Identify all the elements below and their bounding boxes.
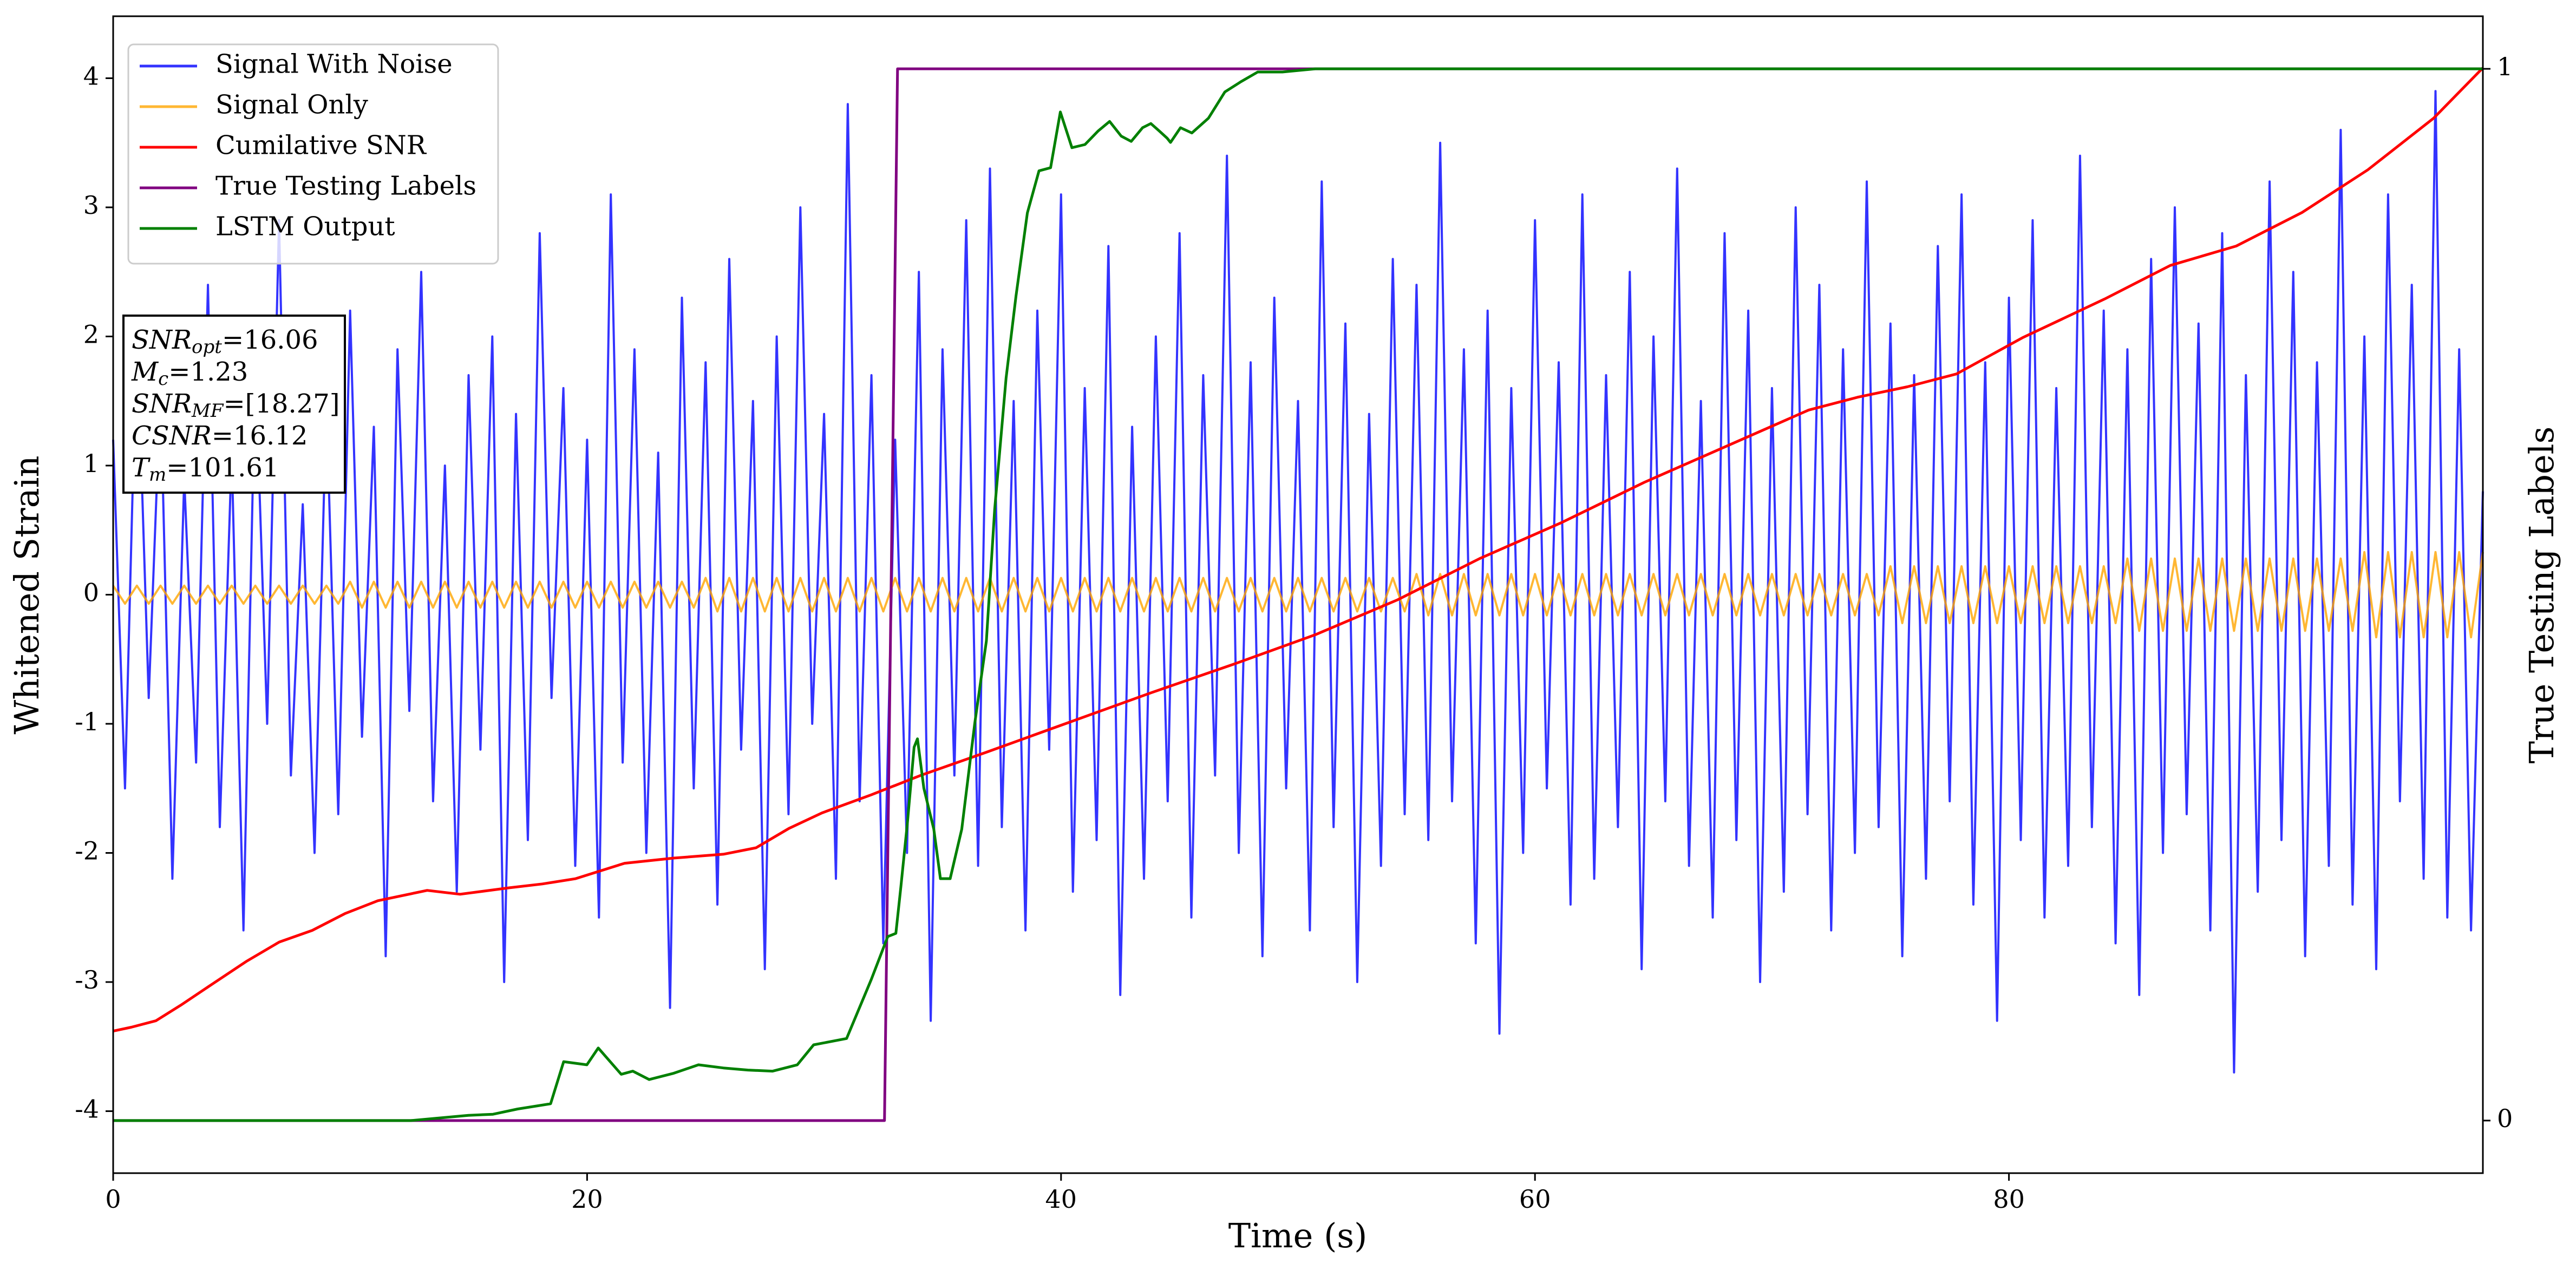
- legend-label: LSTM Output: [215, 212, 395, 242]
- annotation-box: SNRopt=16.06Mc=1.23SNRMF=[18.27]CSNR=16.…: [122, 315, 346, 494]
- annotation-line: CSNR=16.12: [132, 421, 308, 451]
- y-tick-label: 4: [83, 61, 99, 90]
- legend-label: True Testing Labels: [215, 171, 476, 201]
- series-line: [112, 551, 2484, 639]
- annotation-symbol: T: [132, 453, 151, 483]
- annotation-symbol: SNR: [132, 389, 192, 419]
- y-tick-label: -4: [75, 1095, 99, 1124]
- annotation-value: =1.23: [168, 357, 248, 387]
- x-tick-label: 60: [1519, 1185, 1551, 1214]
- legend-label: Signal Only: [215, 90, 368, 120]
- annotation-value: =[18.27]: [223, 389, 339, 419]
- annotation-frame: [122, 315, 346, 494]
- y-tick-label: 0: [83, 578, 99, 607]
- y2-tick-label: 1: [2497, 52, 2513, 81]
- annotation-subscript: c: [158, 368, 168, 390]
- annotation-value: =16.12: [212, 421, 308, 451]
- y-tick-label: 3: [83, 191, 99, 220]
- series-line: [113, 67, 2484, 1033]
- annotation-line: SNRopt=16.06: [132, 325, 318, 358]
- y2-axis-label: True Testing Labels: [2522, 427, 2561, 764]
- annotation-symbol: M: [131, 357, 159, 387]
- annotation-line: Mc=1.23: [131, 357, 248, 390]
- annotation-line: Tm=101.61: [132, 453, 279, 486]
- x-tick-label: 80: [1993, 1185, 2025, 1214]
- legend-label: Signal With Noise: [215, 49, 453, 80]
- y-tick-label: 2: [83, 319, 99, 349]
- series-line: [113, 67, 2483, 1122]
- annotation-value: =101.61: [166, 453, 279, 483]
- annotation-symbol: SNR: [132, 325, 192, 355]
- y-tick-label: 1: [83, 449, 99, 478]
- annotation-subscript: m: [149, 464, 166, 486]
- y2-tick-label: 0: [2497, 1104, 2513, 1133]
- y-axis-label: Whitened Strain: [7, 456, 47, 735]
- x-tick-label: 40: [1045, 1185, 1077, 1214]
- annotation-subscript: opt: [192, 336, 222, 358]
- x-tick-label: 20: [571, 1185, 603, 1214]
- y-tick-label: -3: [75, 965, 99, 994]
- x-axis-label: Time (s): [1228, 1216, 1368, 1255]
- y-tick-label: -1: [75, 707, 99, 736]
- legend-label: Cumilative SNR: [215, 130, 427, 161]
- legend-frame: [127, 43, 499, 265]
- y-tick-label: -2: [75, 836, 99, 866]
- annotation-value: =16.06: [222, 325, 318, 355]
- plot-area: [112, 67, 2484, 1122]
- x-tick-label: 0: [105, 1185, 121, 1214]
- annotation-symbol: CSNR: [132, 421, 212, 451]
- legend: Signal With Noise Signal Only Cumilative S…: [127, 43, 499, 265]
- annotation-line: SNRMF=[18.27]: [132, 389, 340, 422]
- annotation-subscript: MF: [191, 400, 224, 422]
